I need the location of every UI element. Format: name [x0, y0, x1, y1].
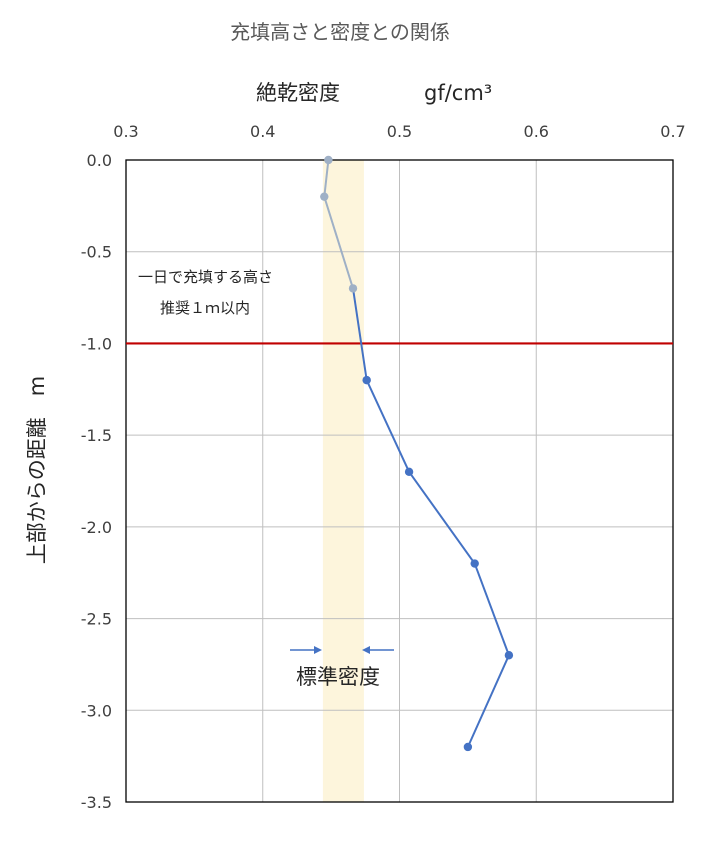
- tick-labels: 0.3 0.4 0.5 0.6 0.7 0.0 -0.5 -1.0 -1.5 -2.0 -2.5 -3…: [81, 122, 686, 812]
- x-axis-label: 絶乾密度: [256, 81, 340, 105]
- series-layer: [320, 155, 514, 752]
- series-0-point-2: [348, 284, 358, 293]
- standard-band-label: 標準密度: [296, 665, 380, 689]
- band-arrows: [290, 646, 394, 654]
- series-0-point-6: [504, 651, 514, 660]
- series-0-point-7: [463, 742, 473, 752]
- right-arrow-head-icon: [362, 646, 370, 654]
- series-0-segment-2: [352, 288, 368, 381]
- x-tick-label-4: 0.7: [660, 122, 685, 141]
- left-arrow-head-icon: [314, 646, 322, 654]
- standard-density-band: [322, 160, 364, 802]
- series-0-point-4: [404, 467, 414, 477]
- x-axis-unit: gf/cm³: [424, 81, 492, 105]
- y-tick-label-5: -2.5: [81, 610, 112, 629]
- y-tick-label-4: -2.0: [81, 518, 112, 537]
- y-tick-label-2: -1.0: [81, 334, 112, 353]
- annotation-line-2: 推奨１ｍ以内: [160, 299, 250, 317]
- series-0-point-5: [470, 559, 479, 568]
- grid: [125, 159, 674, 803]
- series-0-segment-1: [323, 196, 354, 289]
- series-0-segment-4: [408, 471, 476, 565]
- y-tick-label-3: -1.5: [81, 426, 112, 445]
- series-0-segment-6: [466, 654, 510, 748]
- series-0-point-1: [320, 192, 329, 201]
- y-tick-label-7: -3.5: [81, 793, 112, 812]
- x-tick-label-3: 0.6: [524, 122, 549, 141]
- x-tick-label-1: 0.4: [250, 122, 275, 141]
- y-tick-label-6: -3.0: [81, 701, 112, 720]
- plot-frame: [125, 159, 674, 803]
- annotation-line-1: 一日で充填する高さ: [138, 268, 273, 286]
- series-0-segment-5: [473, 563, 510, 656]
- standard-density-band-layer: [322, 160, 364, 802]
- x-tick-label-0: 0.3: [113, 122, 138, 141]
- series-0-point-0: [324, 155, 333, 165]
- series-0-point-3: [362, 375, 371, 385]
- y-axis-label: 上部からの距離 m: [25, 376, 49, 564]
- x-tick-label-2: 0.5: [387, 122, 412, 141]
- y-tick-label-0: 0.0: [87, 151, 112, 170]
- y-tick-label-1: -0.5: [81, 243, 112, 262]
- chart-title: 充填高さと密度との関係: [230, 20, 450, 44]
- series-0-segment-0: [323, 159, 330, 197]
- series-0-segment-3: [365, 379, 410, 473]
